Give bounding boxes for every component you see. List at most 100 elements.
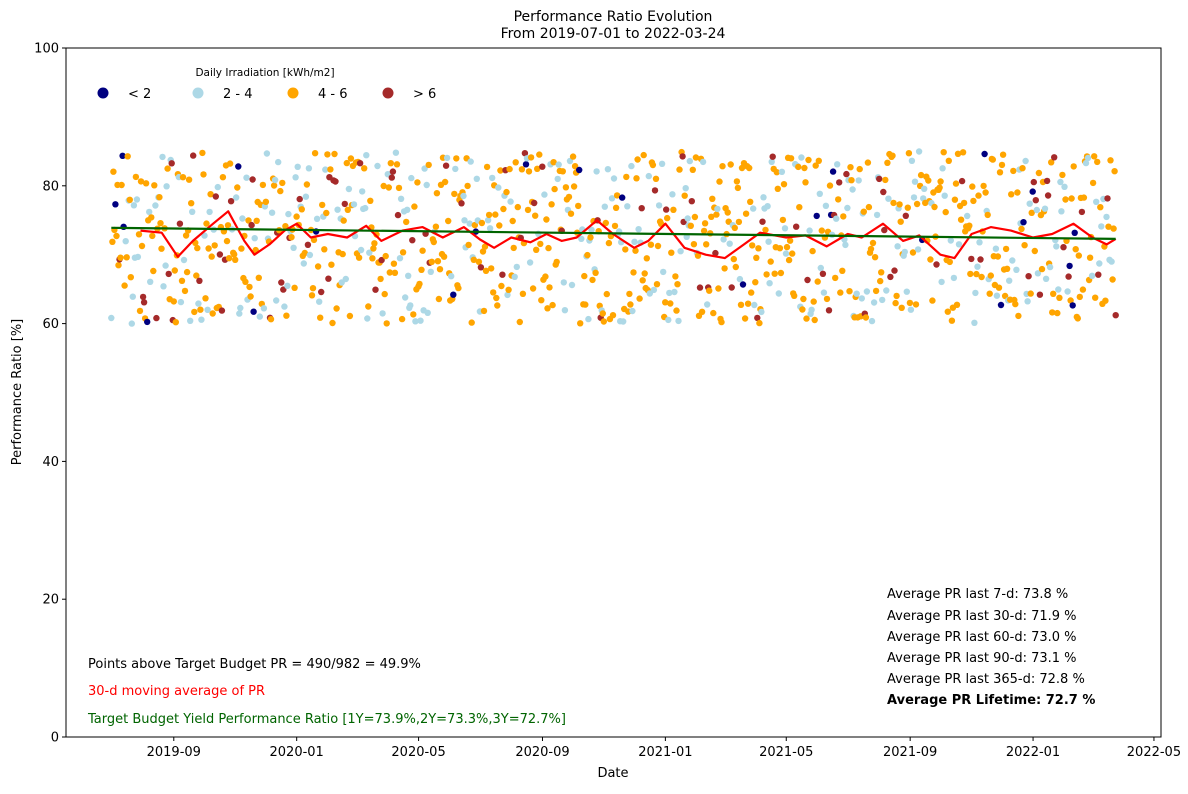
mid-irradiation-point	[939, 165, 946, 172]
mid-irradiation-point	[911, 178, 919, 185]
mid-irradiation-point	[677, 248, 684, 255]
high-irradiation-point	[565, 193, 573, 201]
high-irradiation-point	[640, 151, 647, 159]
x-tick-label: 2020-09	[515, 745, 569, 760]
mid-irradiation-point	[357, 246, 365, 254]
high-irradiation-point	[710, 309, 717, 317]
high-irradiation-point	[445, 217, 452, 225]
high-irradiation-point	[395, 184, 403, 192]
legend-marker	[97, 87, 109, 99]
high-irradiation-point	[1076, 293, 1084, 301]
x-tick-label: 2020-05	[391, 745, 445, 760]
high-irradiation-point	[973, 270, 980, 278]
high-irradiation-point	[1080, 194, 1088, 201]
high-irradiation-point	[936, 184, 943, 191]
mid-irradiation-point	[260, 305, 268, 312]
high-irradiation-point	[884, 159, 891, 166]
high-irradiation-point	[1086, 254, 1094, 261]
high-irradiation-point	[548, 201, 555, 208]
very-high-irradiation-point	[477, 264, 485, 271]
high-irradiation-point	[1028, 209, 1035, 216]
high-irradiation-point	[752, 279, 759, 286]
mid-irradiation-point	[950, 274, 958, 282]
mid-irradiation-point	[152, 202, 159, 209]
high-irradiation-point	[771, 270, 778, 277]
mid-irradiation-point	[993, 292, 1001, 299]
mid-irradiation-point	[513, 263, 520, 271]
high-irradiation-point	[136, 307, 144, 315]
high-irradiation-point	[1014, 189, 1021, 196]
high-irradiation-point	[877, 277, 884, 285]
very-high-irradiation-point	[190, 152, 197, 159]
mid-irradiation-point	[405, 272, 412, 279]
high-irradiation-point	[837, 289, 844, 296]
mid-irradiation-point	[461, 217, 468, 224]
low-irradiation-point	[739, 281, 747, 288]
mid-irradiation-point	[764, 203, 771, 210]
very-high-irradiation-point	[176, 220, 184, 227]
very-high-irradiation-point	[388, 174, 395, 181]
very-high-irradiation-point	[196, 277, 203, 284]
high-irradiation-point	[589, 276, 596, 284]
very-high-irradiation-point	[165, 270, 172, 278]
high-irradiation-point	[664, 214, 671, 222]
high-irradiation-point	[762, 226, 769, 234]
high-irradiation-point	[253, 217, 260, 224]
mid-irradiation-point	[236, 310, 243, 317]
high-irradiation-point	[632, 247, 639, 254]
high-irradiation-point	[170, 298, 177, 305]
mid-irradiation-point	[671, 288, 678, 296]
high-irradiation-point	[951, 196, 959, 203]
high-irradiation-point	[687, 222, 694, 229]
mid-irradiation-point	[666, 289, 673, 297]
high-irradiation-point	[124, 153, 131, 160]
high-irradiation-point	[584, 251, 591, 259]
high-irradiation-point	[193, 272, 200, 279]
high-irradiation-point	[575, 202, 582, 210]
mid-irradiation-point	[214, 183, 221, 191]
high-irradiation-point	[1019, 165, 1026, 172]
high-irradiation-point	[826, 182, 834, 189]
mid-irradiation-point	[1033, 206, 1041, 214]
high-irradiation-point	[945, 157, 952, 164]
mid-irradiation-point	[1103, 213, 1110, 221]
high-irradiation-point	[455, 284, 462, 292]
high-irradiation-point	[967, 270, 974, 278]
mid-irradiation-point	[364, 315, 371, 322]
high-irradiation-point	[1107, 157, 1114, 164]
mid-irradiation-point	[555, 161, 562, 168]
high-irradiation-point	[117, 254, 124, 261]
high-irradiation-point	[869, 239, 877, 247]
mid-irradiation-point	[163, 183, 170, 190]
high-irradiation-point	[1074, 315, 1082, 322]
high-irradiation-point	[681, 192, 688, 199]
high-irradiation-point	[1105, 223, 1112, 230]
high-irradiation-point	[347, 155, 355, 162]
mid-irradiation-point	[284, 282, 291, 289]
high-irradiation-point	[1010, 167, 1017, 175]
mid-irradiation-point	[467, 158, 474, 165]
mid-irradiation-point	[239, 215, 246, 222]
high-irradiation-point	[414, 179, 421, 186]
mid-irradiation-point	[675, 317, 682, 325]
high-irradiation-point	[546, 284, 553, 291]
high-irradiation-point	[738, 164, 746, 172]
high-irradiation-point	[151, 182, 158, 189]
high-irradiation-point	[490, 289, 497, 296]
mid-irradiation-point	[883, 287, 890, 294]
high-irradiation-point	[649, 161, 657, 169]
trend-lines	[111, 210, 1117, 260]
high-irradiation-point	[698, 308, 706, 315]
mid-irradiation-point	[452, 165, 459, 173]
high-irradiation-point	[524, 206, 532, 214]
high-irradiation-point	[191, 308, 198, 316]
high-irradiation-point	[847, 164, 854, 171]
high-irradiation-point	[314, 263, 322, 270]
high-irradiation-point	[1012, 300, 1019, 308]
high-irradiation-point	[369, 255, 376, 262]
mid-irradiation-point	[964, 212, 971, 220]
mid-irradiation-point	[914, 246, 922, 253]
high-irradiation-point	[966, 222, 973, 229]
very-high-irradiation-point	[304, 241, 312, 248]
